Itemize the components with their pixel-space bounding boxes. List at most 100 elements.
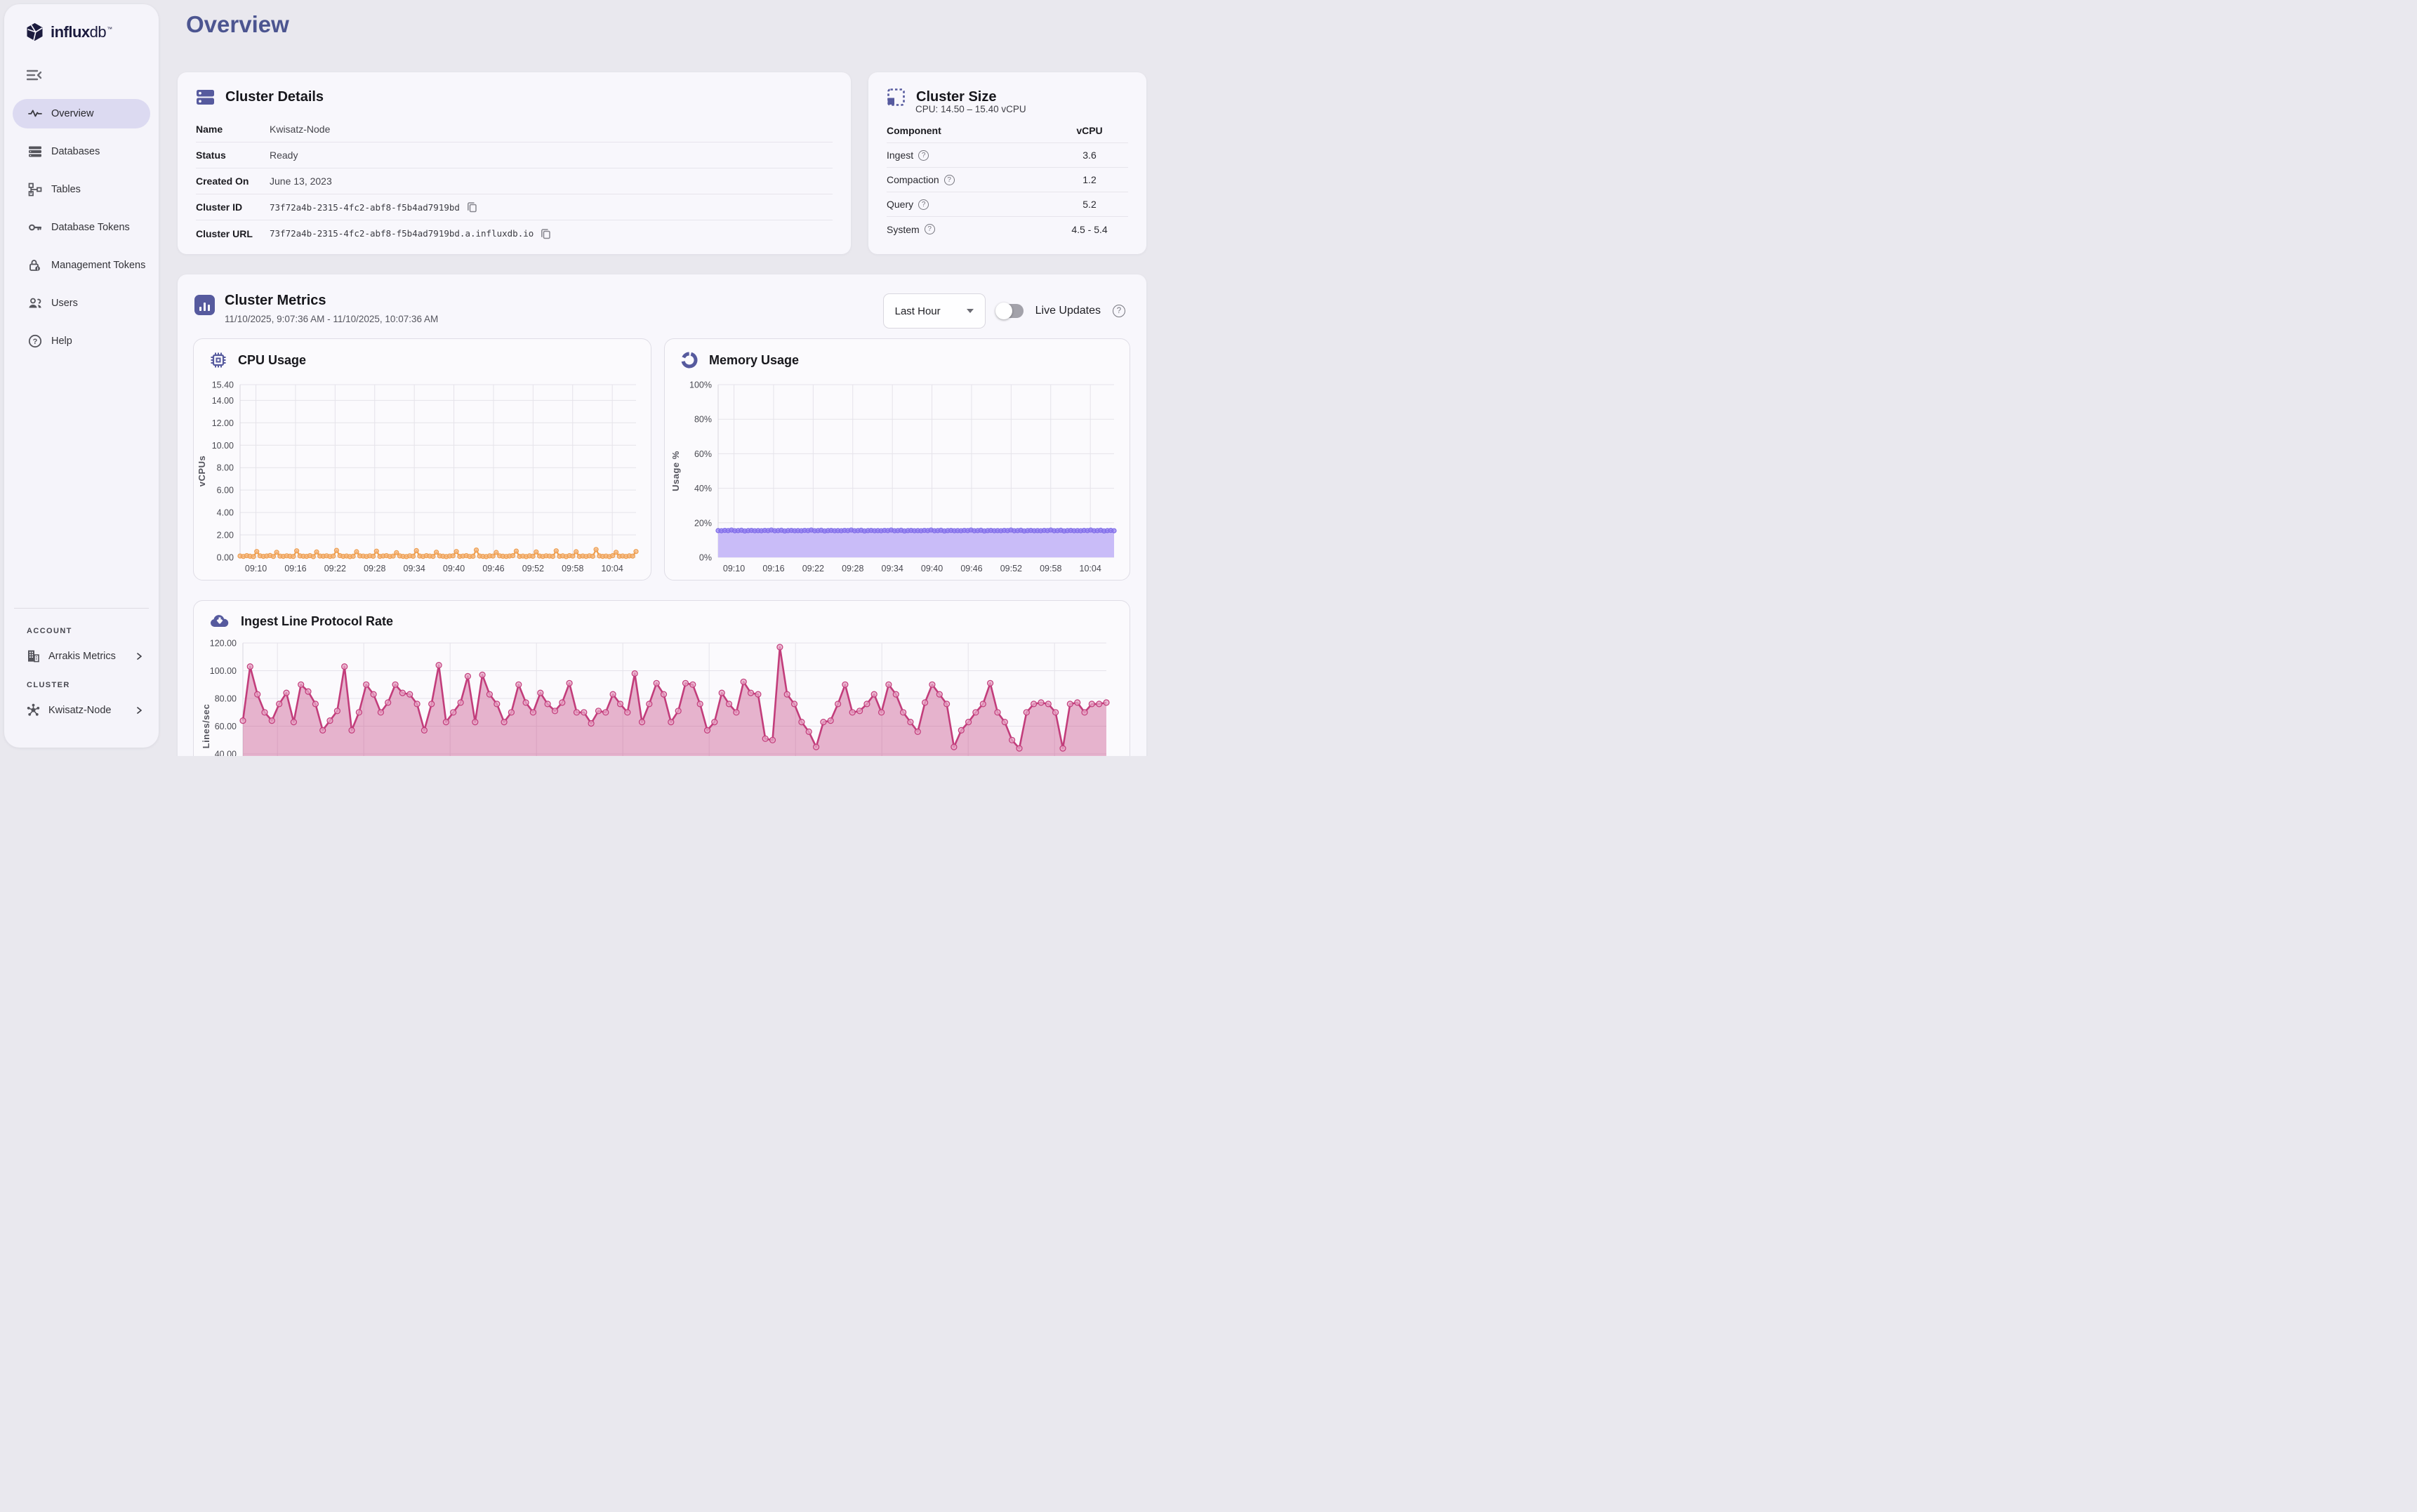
svg-text:09:22: 09:22 (324, 564, 346, 573)
key-icon (28, 220, 42, 234)
svg-text:40.00: 40.00 (215, 750, 237, 757)
cluster-id-value: 73f72a4b-2315-4fc2-abf8-f5b4ad7919bd (270, 202, 460, 213)
help-icon[interactable]: ? (918, 199, 929, 210)
account-section-label: ACCOUNT (27, 627, 159, 635)
cpu-usage-card: CPU Usage 0.002.004.006.008.0010.0012.00… (193, 338, 651, 581)
live-updates-label: Live Updates (1035, 305, 1101, 317)
sidebar-item-database-tokens[interactable]: Database Tokens (13, 213, 150, 242)
toggle-knob (995, 303, 1012, 319)
tables-icon (28, 183, 42, 197)
svg-text:6.00: 6.00 (217, 486, 234, 496)
memory-chart-title: Memory Usage (709, 353, 799, 368)
detail-row-created-on: Created On June 13, 2023 (196, 168, 833, 194)
svg-text:09:46: 09:46 (482, 564, 504, 573)
status-value: Ready (270, 150, 298, 161)
sidebar-item-label: Overview (51, 108, 93, 119)
lock-icon (28, 258, 42, 272)
svg-text:09:52: 09:52 (1000, 564, 1022, 573)
svg-text:2.00: 2.00 (217, 531, 234, 541)
svg-text:09:10: 09:10 (245, 564, 267, 573)
svg-text:0.00: 0.00 (217, 553, 234, 563)
svg-text:09:28: 09:28 (364, 564, 385, 573)
cluster-name: Kwisatz-Node (48, 705, 126, 716)
bar-chart-icon (194, 295, 215, 315)
ingest-chart-title: Ingest Line Protocol Rate (241, 614, 393, 629)
cluster-size-table: Component vCPU Ingest? 3.6 Compaction? 1… (868, 119, 1146, 241)
sidebar-item-overview[interactable]: Overview (13, 99, 150, 128)
svg-text:09:16: 09:16 (762, 564, 784, 573)
vcpu-value: 5.2 (1051, 199, 1128, 210)
page-title: Overview (186, 11, 289, 38)
svg-text:Usage %: Usage % (670, 451, 681, 491)
collapse-sidebar-icon[interactable] (27, 68, 42, 82)
sidebar-item-databases[interactable]: Databases (13, 137, 150, 166)
memory-ring-icon (680, 351, 698, 369)
logo-brand-bold: influx (51, 23, 90, 41)
cluster-size-card: Cluster Size CPU: 14.50 – 15.40 vCPU Com… (868, 72, 1146, 254)
svg-text:120.00: 120.00 (210, 639, 237, 649)
ingest-rate-chart[interactable]: 0.0020.0040.0060.0080.00100.00120.00Line… (194, 632, 1130, 756)
help-icon[interactable]: ? (918, 150, 929, 161)
caret-down-icon (967, 309, 974, 313)
svg-text:60%: 60% (694, 449, 712, 459)
svg-text:09:58: 09:58 (1040, 564, 1061, 573)
users-icon (28, 296, 42, 310)
help-icon[interactable]: ? (944, 175, 955, 185)
memory-usage-chart[interactable]: 0%20%40%60%80%100%09:1009:1609:2209:2809… (665, 372, 1130, 583)
svg-text:100.00: 100.00 (210, 666, 237, 676)
logo-brand-light: db (90, 23, 106, 41)
chevron-right-icon (135, 652, 143, 661)
sidebar-footer: ACCOUNT Arrakis Metrics CLUSTER (4, 608, 159, 722)
vcpu-value: 4.5 - 5.4 (1051, 224, 1128, 235)
account-selector[interactable]: Arrakis Metrics (13, 644, 150, 668)
svg-text:09:28: 09:28 (842, 564, 863, 573)
cpu-chart-title: CPU Usage (238, 353, 306, 368)
cluster-node-icon (27, 703, 40, 717)
svg-text:09:16: 09:16 (284, 564, 306, 573)
dashed-square-icon (887, 88, 906, 107)
time-range-select[interactable]: Last Hour (883, 293, 986, 329)
svg-text:40%: 40% (694, 484, 712, 493)
cpu-chip-icon (209, 351, 227, 369)
copy-icon[interactable] (467, 201, 477, 213)
time-range-value: Last Hour (895, 305, 967, 317)
sidebar-item-tables[interactable]: Tables (13, 175, 150, 204)
svg-text:09:40: 09:40 (443, 564, 465, 573)
databases-icon (28, 145, 42, 159)
sidebar-item-management-tokens[interactable]: Management Tokens (13, 251, 150, 280)
size-row-query: Query? 5.2 (887, 192, 1128, 217)
live-updates-toggle[interactable] (998, 304, 1024, 318)
size-row-compaction: Compaction? 1.2 (887, 168, 1128, 192)
help-icon[interactable]: ? (1113, 305, 1125, 317)
cluster-size-title: Cluster Size (916, 89, 996, 105)
svg-text:09:22: 09:22 (802, 564, 824, 573)
copy-icon[interactable] (541, 228, 551, 239)
size-row-system: System? 4.5 - 5.4 (887, 217, 1128, 241)
cluster-selector[interactable]: Kwisatz-Node (13, 698, 150, 722)
influxdb-logo: influxdb™ (4, 4, 159, 41)
sidebar-item-label: Management Tokens (51, 260, 145, 271)
svg-text:8.00: 8.00 (217, 463, 234, 473)
cluster-section-label: CLUSTER (27, 681, 159, 689)
size-table-header: Component vCPU (887, 119, 1128, 143)
sidebar-item-help[interactable]: ? Help (13, 326, 150, 356)
cloud-download-icon (209, 613, 230, 630)
app-window: influxdb™ Overview (0, 0, 1209, 756)
sidebar-item-users[interactable]: Users (13, 289, 150, 318)
size-row-ingest: Ingest? 3.6 (887, 143, 1128, 168)
cpu-usage-chart[interactable]: 0.002.004.006.008.0010.0012.0014.0015.40… (194, 372, 651, 583)
svg-text:100%: 100% (689, 380, 712, 390)
help-icon[interactable]: ? (925, 224, 935, 234)
logo-tm: ™ (107, 26, 112, 32)
svg-text:0%: 0% (699, 553, 712, 563)
ingest-rate-card: Ingest Line Protocol Rate 0.0020.0040.00… (193, 600, 1130, 756)
cluster-metrics-title: Cluster Metrics (225, 293, 438, 309)
vcpu-value: 3.6 (1051, 150, 1128, 161)
svg-text:09:52: 09:52 (522, 564, 544, 573)
svg-text:15.40: 15.40 (212, 380, 234, 390)
svg-text:80.00: 80.00 (215, 694, 237, 704)
sidebar-divider (14, 608, 149, 609)
cluster-details-card: Cluster Details Name Kwisatz-Node Status… (178, 72, 851, 254)
detail-value: June 13, 2023 (270, 175, 332, 187)
svg-text:10:04: 10:04 (602, 564, 623, 573)
